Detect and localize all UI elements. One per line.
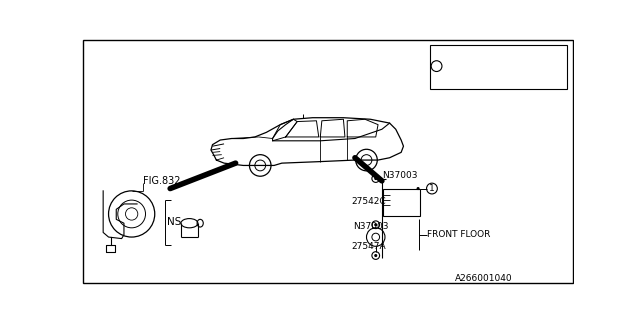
Polygon shape	[320, 119, 345, 137]
Text: FIG.832: FIG.832	[143, 176, 180, 186]
Text: W410038 <AT>< -1209>: W410038 <AT>< -1209>	[447, 47, 557, 56]
Bar	[429, 44, 566, 89]
Circle shape	[374, 177, 378, 180]
Text: N37003: N37003	[382, 171, 417, 180]
Polygon shape	[285, 121, 319, 137]
Polygon shape	[348, 119, 378, 137]
Text: A266001040: A266001040	[455, 274, 513, 283]
Text: W410045 <AT><1209- >: W410045 <AT><1209- >	[447, 62, 557, 71]
Circle shape	[374, 254, 378, 257]
Text: FIG.350  <MT>: FIG.350 <MT>	[447, 76, 513, 85]
Text: N37003: N37003	[353, 222, 388, 231]
Polygon shape	[273, 119, 297, 141]
Text: 1: 1	[429, 184, 435, 193]
Text: 1: 1	[434, 62, 439, 71]
Bar	[383, 188, 420, 215]
Text: 27542C: 27542C	[351, 197, 386, 206]
Text: FRONT FLOOR: FRONT FLOOR	[427, 230, 490, 239]
Circle shape	[417, 187, 420, 190]
Circle shape	[374, 223, 378, 226]
Text: 27547A: 27547A	[351, 242, 386, 251]
Text: NS: NS	[167, 217, 182, 228]
